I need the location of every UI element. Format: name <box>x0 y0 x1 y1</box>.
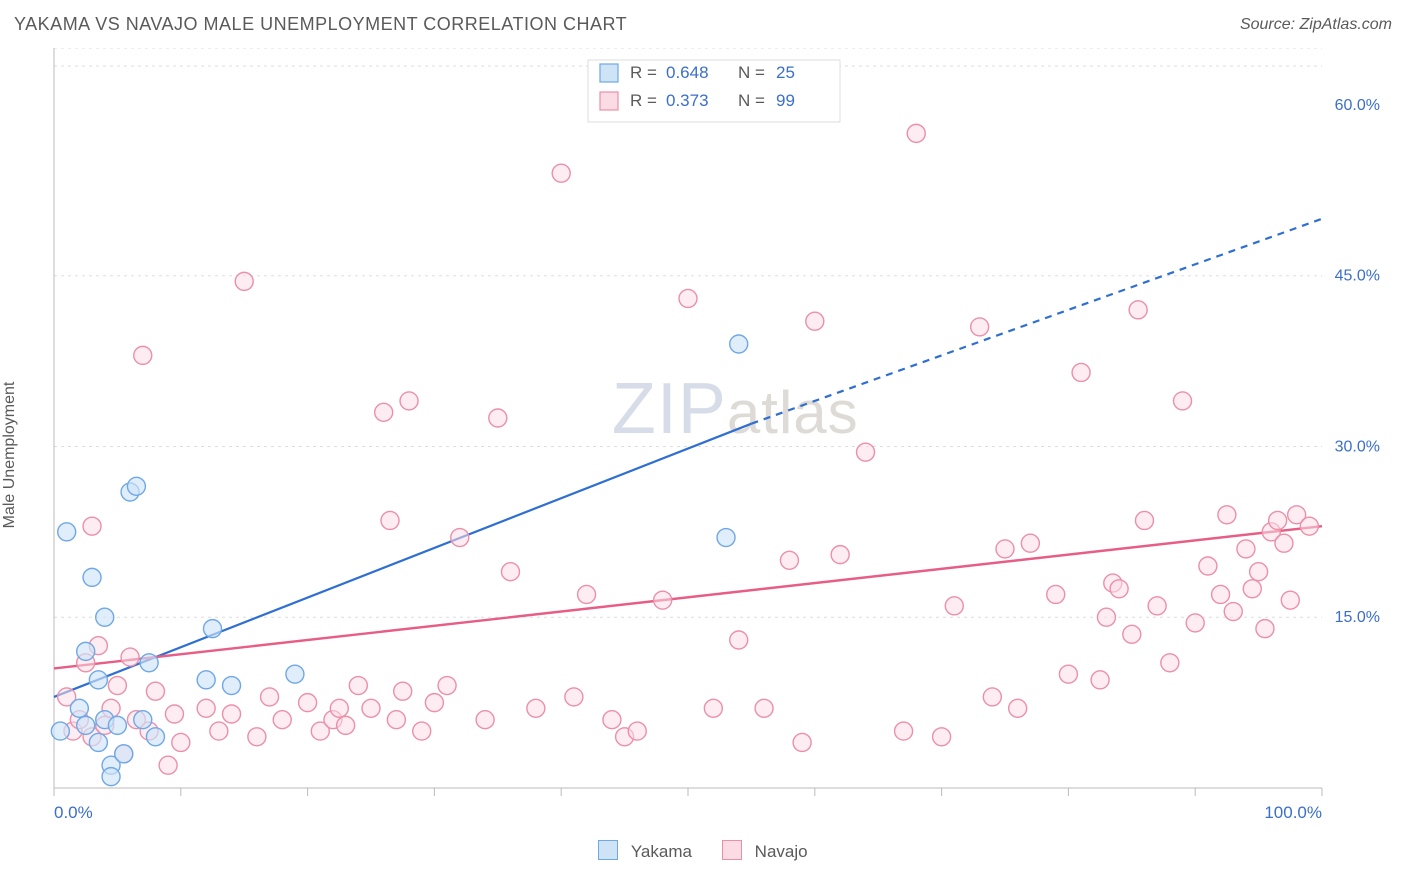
swatch-navajo <box>722 840 742 860</box>
svg-text:60.0%: 60.0% <box>1335 97 1380 114</box>
svg-text:ZIPatlas: ZIPatlas <box>612 369 859 449</box>
svg-text:25: 25 <box>776 63 795 82</box>
svg-text:15.0%: 15.0% <box>1335 609 1380 626</box>
svg-text:N =: N = <box>738 91 765 110</box>
svg-text:0.648: 0.648 <box>666 63 709 82</box>
scatter-chart: 0.0% 100.0% 60.0% 45.0% 30.0% 15.0% ZIPatlas R … <box>48 48 1392 828</box>
svg-text:R =: R = <box>630 63 657 82</box>
svg-text:45.0%: 45.0% <box>1335 268 1380 285</box>
chart-title: YAKAMA VS NAVAJO MALE UNEMPLOYMENT CORRE… <box>14 14 627 35</box>
svg-text:99: 99 <box>776 91 795 110</box>
legend-item-navajo: Navajo <box>722 840 808 862</box>
legend-bottom: Yakama Navajo <box>0 840 1406 862</box>
chart-area: 0.0% 100.0% 60.0% 45.0% 30.0% 15.0% ZIPatlas R … <box>48 48 1392 828</box>
svg-text:R =: R = <box>630 91 657 110</box>
swatch-yakama <box>598 840 618 860</box>
svg-text:0.0%: 0.0% <box>54 803 93 822</box>
legend-label-navajo: Navajo <box>755 842 808 861</box>
legend-item-yakama: Yakama <box>598 840 692 862</box>
svg-text:N =: N = <box>738 63 765 82</box>
chart-header: YAKAMA VS NAVAJO MALE UNEMPLOYMENT CORRE… <box>14 14 1392 35</box>
legend-label-yakama: Yakama <box>631 842 692 861</box>
svg-text:30.0%: 30.0% <box>1335 438 1380 455</box>
y-axis-label: Male Unemployment <box>1 382 19 529</box>
chart-source: Source: ZipAtlas.com <box>1240 16 1392 34</box>
svg-text:0.373: 0.373 <box>666 91 709 110</box>
svg-text:100.0%: 100.0% <box>1264 803 1322 822</box>
